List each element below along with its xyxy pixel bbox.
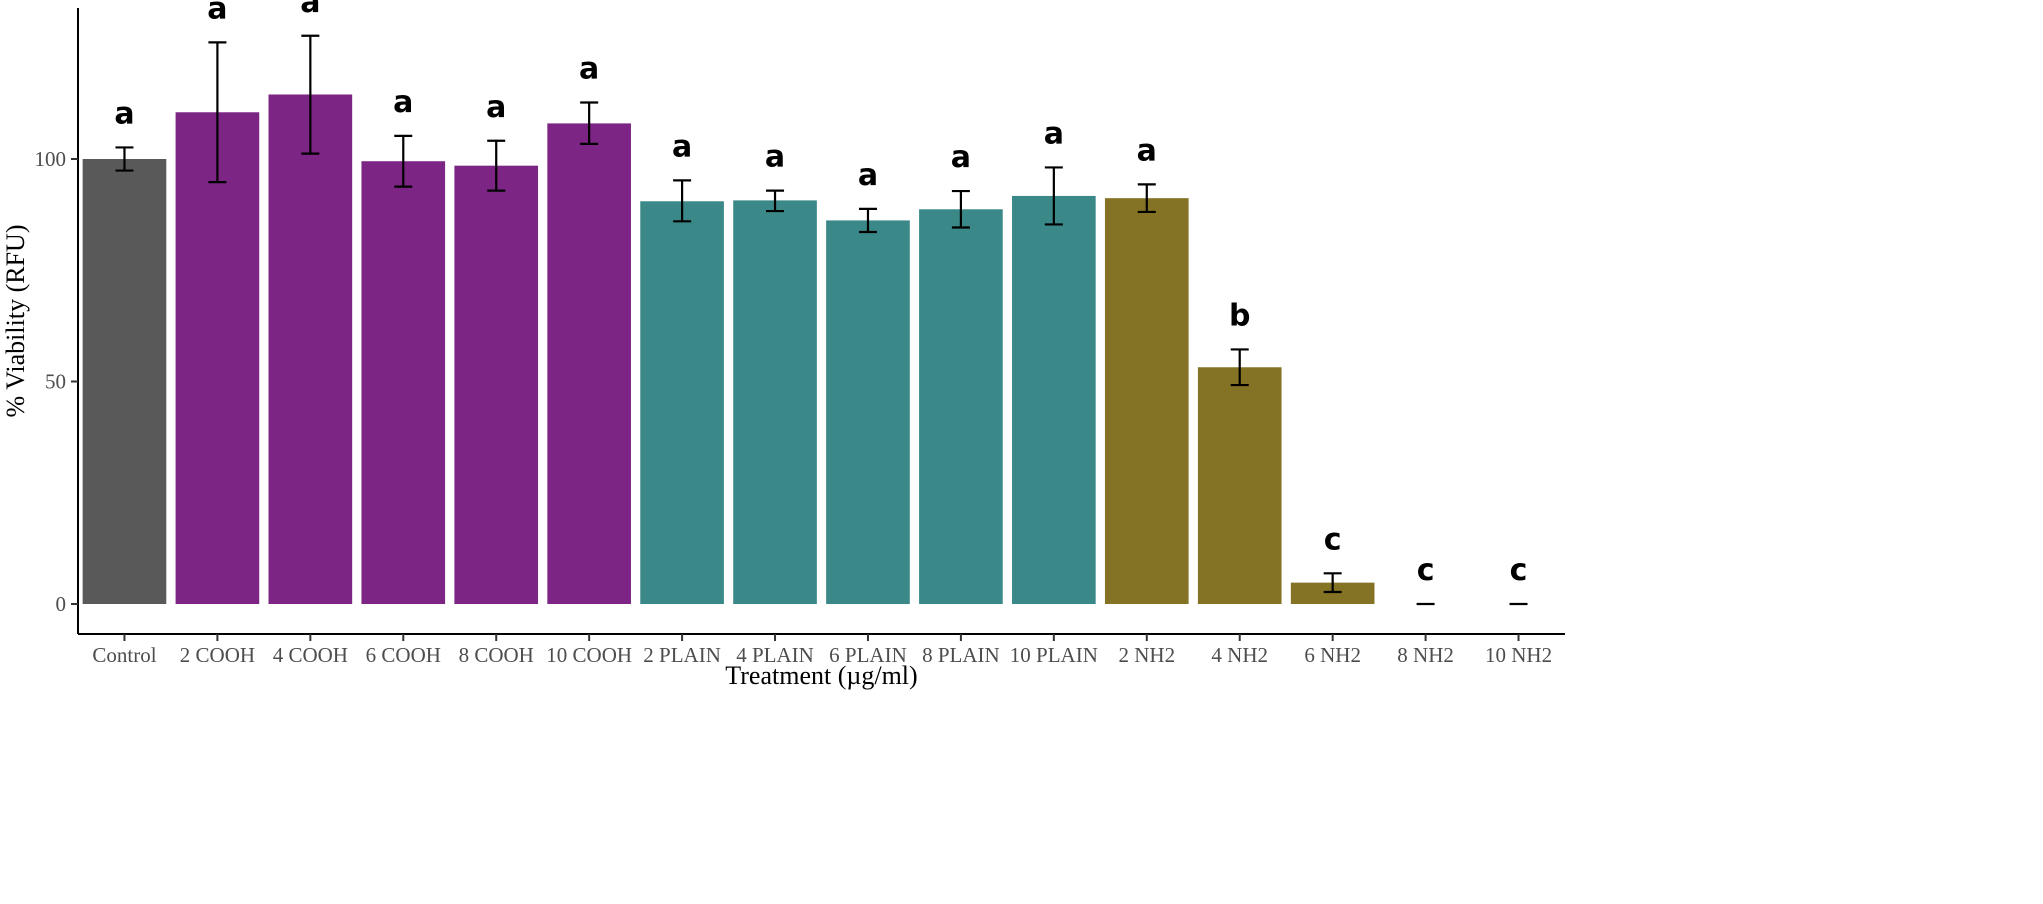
x-tick-label: 2 COOH bbox=[180, 643, 255, 667]
bar bbox=[826, 220, 910, 604]
x-axis-title: Treatment (µg/ml) bbox=[725, 661, 917, 690]
x-tick-label: 6 NH2 bbox=[1304, 643, 1361, 667]
error-bar bbox=[1323, 572, 1342, 594]
significance-label: a bbox=[765, 140, 785, 175]
x-tick-label: 8 COOH bbox=[459, 643, 534, 667]
y-tick-label: 50 bbox=[45, 370, 66, 394]
x-axis: Control 2 COOH 4 COOH 6 COOH 8 COOH 10 COOH 2 … bbox=[78, 633, 1565, 667]
significance-label: a bbox=[486, 90, 506, 125]
significance-label: a bbox=[393, 85, 413, 120]
error-bar bbox=[858, 207, 877, 234]
x-tick-label: 8 NH2 bbox=[1397, 643, 1454, 667]
x-tick-label: 2 NH2 bbox=[1118, 643, 1175, 667]
x-tick-label: Control bbox=[92, 643, 156, 667]
error-bar bbox=[673, 179, 692, 223]
significance-label: a bbox=[858, 158, 878, 193]
y-axis: 0 50 100 bbox=[35, 8, 79, 634]
bar bbox=[1012, 195, 1096, 604]
bar bbox=[454, 165, 539, 605]
y-axis-title: % Viability (RFU) bbox=[1, 225, 30, 418]
y-tick-label: 0 bbox=[56, 592, 67, 616]
bar bbox=[82, 159, 167, 604]
significance-label: a bbox=[207, 0, 227, 26]
error-bar bbox=[208, 41, 227, 184]
bar bbox=[361, 161, 446, 604]
bar bbox=[268, 94, 353, 604]
bar bbox=[733, 200, 817, 604]
significance-label: a bbox=[300, 0, 320, 20]
error-bar bbox=[580, 101, 599, 145]
x-tick-label: 4 PLAIN bbox=[736, 643, 814, 667]
error-bar bbox=[1137, 183, 1156, 214]
significance-label: c bbox=[1417, 553, 1435, 588]
significance-label: a bbox=[1137, 133, 1157, 168]
x-tick-label: 10 COOH bbox=[546, 643, 632, 667]
significance-label: a bbox=[114, 96, 134, 131]
error-bar bbox=[1230, 348, 1249, 387]
significance-label: a bbox=[951, 140, 971, 175]
error-bar bbox=[487, 139, 506, 192]
x-tick-label: 10 NH2 bbox=[1485, 643, 1552, 667]
bar bbox=[1197, 367, 1282, 604]
bar bbox=[640, 201, 724, 604]
significance-label: a bbox=[672, 129, 692, 164]
x-tick-label: 4 COOH bbox=[273, 643, 348, 667]
y-tick-label: 100 bbox=[35, 147, 67, 171]
x-tick-label: 10 PLAIN bbox=[1010, 643, 1098, 667]
significance-labels-group: a a a a a a a a a a a a b c c c bbox=[114, 0, 1527, 588]
error-bars-group bbox=[115, 34, 1528, 606]
error-bar bbox=[766, 189, 785, 213]
x-tick-label: 8 PLAIN bbox=[922, 643, 1000, 667]
bar bbox=[919, 209, 1003, 604]
bar bbox=[1104, 198, 1189, 604]
x-tick-label: 6 COOH bbox=[366, 643, 441, 667]
significance-label: a bbox=[1044, 116, 1064, 151]
x-tick-label: 2 PLAIN bbox=[643, 643, 721, 667]
error-bar bbox=[301, 34, 320, 155]
significance-label: c bbox=[1324, 522, 1342, 557]
x-tick-label: 4 NH2 bbox=[1211, 643, 1268, 667]
bar bbox=[175, 112, 260, 605]
significance-label: c bbox=[1510, 553, 1528, 588]
x-tick-label: 6 PLAIN bbox=[829, 643, 907, 667]
error-bar bbox=[951, 189, 970, 229]
significance-label: a bbox=[579, 51, 599, 86]
error-bar bbox=[1044, 166, 1063, 226]
significance-label: b bbox=[1229, 298, 1250, 333]
bar bbox=[1290, 582, 1375, 604]
bar bbox=[547, 123, 631, 605]
bars-group bbox=[82, 94, 1375, 605]
error-bar bbox=[115, 146, 134, 172]
error-bar bbox=[394, 134, 413, 188]
